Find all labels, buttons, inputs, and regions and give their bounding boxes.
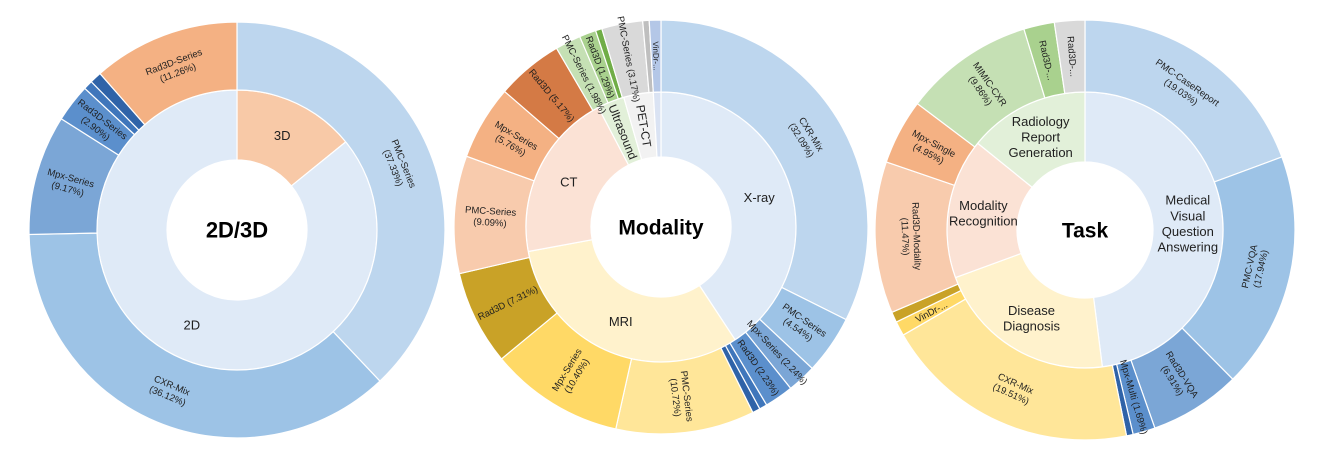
chart2-center-label: Task (1062, 219, 1109, 242)
chart2-outer-slice-rad3d-12 (1053, 19, 1086, 95)
chart2-center-hole (1017, 162, 1153, 298)
chart2-inner-label-1: Disease Diagnosis (1003, 303, 1061, 334)
chart0-inner-label-0: 3D (274, 128, 291, 143)
chart1-outer-label-17: VinDr-... (651, 41, 661, 70)
sunburst-task: Medical Visual Question Answering Disease Dia… (874, 19, 1296, 441)
chart1-outer-label-6: PMC-Series(10.72%) (666, 370, 694, 424)
chart2-inner-label-2: Modality Recognition (949, 198, 1018, 229)
chart1-center-hole (591, 157, 731, 297)
chart1-inner-label-1: MRI (609, 314, 633, 329)
chart1-outer-slice-cxr-mix-0 (660, 19, 869, 321)
chart1-inner-label-0: X-ray (744, 190, 776, 205)
chart0-center-label: 2D/3D (206, 218, 268, 243)
chart1-outer-slice-vindr-17 (648, 19, 662, 93)
chart0-center-hole (167, 160, 307, 300)
sunburst-2d-3d: 3D2DPMC-Series(37.33%)CXR-Mix(36.12%)Mpx… (28, 21, 446, 439)
chart2-inner-label-0: Medical Visual Question Answering (1157, 193, 1218, 255)
chart1-center-label: Modality (618, 216, 703, 239)
chart2-outer-label-12: Rad3D-... (1064, 36, 1078, 77)
chart1-outer-label-9: PMC-Series(9.09%) (464, 205, 517, 230)
chart1-inner-label-2: CT (560, 175, 577, 190)
chart0-outer-slice-pmc-series-0 (236, 21, 446, 382)
chart2-outer-label-8: Rad3D-Modality(11.47%) (898, 202, 923, 271)
chart2-inner-label-3: Radiology Report Generation (1008, 114, 1072, 160)
chart0-outer-slice-rad3d-series-6 (99, 21, 238, 126)
chart0-outer-slice-cxr-mix-1 (28, 232, 381, 439)
chart0-inner-label-1: 2D (184, 317, 201, 332)
